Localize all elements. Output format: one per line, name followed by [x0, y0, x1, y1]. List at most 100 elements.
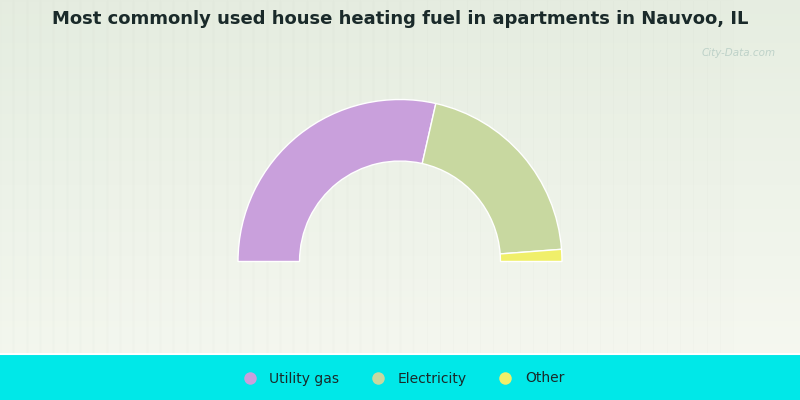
Bar: [66, 0, 80, 354]
Bar: [654, 0, 666, 354]
Bar: [0, 82, 800, 88]
Bar: [320, 0, 334, 354]
Bar: [200, 0, 214, 354]
Bar: [0, 295, 800, 301]
Bar: [0, 260, 800, 266]
Bar: [426, 0, 440, 354]
Bar: [0, 88, 800, 94]
Bar: [0, 330, 800, 336]
Bar: [0, 159, 800, 165]
Bar: [734, 0, 746, 354]
Bar: [0, 318, 800, 324]
Bar: [186, 0, 200, 354]
Bar: [0, 313, 800, 318]
Bar: [786, 0, 800, 354]
Bar: [0, 30, 800, 36]
Bar: [0, 324, 800, 330]
Bar: [0, 195, 800, 201]
Bar: [0, 236, 800, 242]
Bar: [0, 112, 800, 118]
Bar: [414, 0, 426, 354]
Bar: [0, 266, 800, 271]
Bar: [146, 0, 160, 354]
Bar: [0, 301, 800, 307]
Bar: [160, 0, 174, 354]
Bar: [0, 12, 800, 18]
Bar: [0, 242, 800, 248]
Bar: [306, 0, 320, 354]
Bar: [560, 0, 574, 354]
Bar: [760, 0, 774, 354]
Bar: [80, 0, 94, 354]
Bar: [280, 0, 294, 354]
Bar: [0, 0, 800, 6]
Bar: [54, 0, 66, 354]
Bar: [0, 130, 800, 136]
Bar: [120, 0, 134, 354]
Bar: [0, 100, 800, 106]
Bar: [0, 289, 800, 295]
Bar: [574, 0, 586, 354]
Bar: [0, 124, 800, 130]
Bar: [294, 0, 306, 354]
Bar: [360, 0, 374, 354]
Bar: [0, 271, 800, 277]
Bar: [0, 165, 800, 171]
Bar: [0, 41, 800, 47]
Bar: [94, 0, 106, 354]
Bar: [466, 0, 480, 354]
Bar: [0, 118, 800, 124]
Bar: [506, 0, 520, 354]
Bar: [600, 0, 614, 354]
Bar: [26, 0, 40, 354]
Bar: [386, 0, 400, 354]
Bar: [0, 77, 800, 82]
Bar: [0, 106, 800, 112]
Bar: [400, 0, 414, 354]
Bar: [0, 136, 800, 142]
Bar: [720, 0, 734, 354]
Bar: [0, 189, 800, 195]
Text: Most commonly used house heating fuel in apartments in Nauvoo, IL: Most commonly used house heating fuel in…: [52, 10, 748, 28]
Bar: [226, 0, 240, 354]
Bar: [454, 0, 466, 354]
Bar: [106, 0, 120, 354]
Bar: [266, 0, 280, 354]
Bar: [0, 201, 800, 206]
Bar: [694, 0, 706, 354]
Bar: [14, 0, 26, 354]
Bar: [680, 0, 694, 354]
Bar: [0, 224, 800, 230]
Bar: [214, 0, 226, 354]
Bar: [0, 307, 800, 313]
Bar: [0, 142, 800, 148]
Bar: [774, 0, 786, 354]
Bar: [0, 18, 800, 24]
Bar: [0, 277, 800, 283]
Bar: [40, 0, 54, 354]
Bar: [0, 348, 800, 354]
Bar: [626, 0, 640, 354]
Bar: [640, 0, 654, 354]
Bar: [254, 0, 266, 354]
Bar: [0, 65, 800, 71]
Bar: [134, 0, 146, 354]
Bar: [0, 206, 800, 212]
Bar: [240, 0, 254, 354]
Bar: [0, 248, 800, 254]
Bar: [746, 0, 760, 354]
Bar: [666, 0, 680, 354]
Bar: [334, 0, 346, 354]
Bar: [0, 336, 800, 342]
Bar: [0, 71, 800, 77]
Bar: [614, 0, 626, 354]
Bar: [0, 218, 800, 224]
Bar: [0, 53, 800, 59]
Bar: [494, 0, 506, 354]
Bar: [174, 0, 186, 354]
Bar: [0, 342, 800, 348]
Legend: Utility gas, Electricity, Other: Utility gas, Electricity, Other: [230, 366, 570, 391]
Bar: [0, 94, 800, 100]
Bar: [0, 177, 800, 183]
Bar: [520, 0, 534, 354]
